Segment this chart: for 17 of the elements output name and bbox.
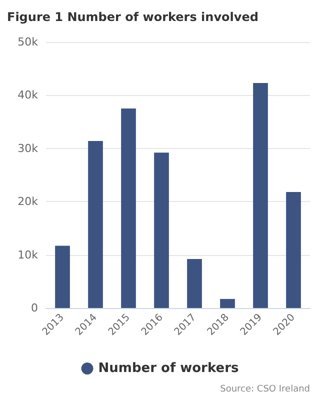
y-tick-label: 10k [18,248,39,262]
legend-label: Number of workers [98,361,239,376]
bar [253,82,268,308]
bar [121,108,136,308]
source-note: Source: CSO Ireland [220,384,310,394]
bar [88,140,103,308]
bar [55,246,70,308]
bar [187,259,202,308]
y-tick-label: 50k [18,36,39,48]
bar [220,298,235,308]
chart-title: Figure 1 Number of workers involved [7,10,258,24]
y-tick-label: 40k [18,88,39,102]
bar [154,152,169,308]
y-tick-label: 0 [31,302,38,314]
y-tick-label: 30k [18,142,39,155]
bar [286,192,301,308]
y-tick-label: 20k [18,195,39,208]
